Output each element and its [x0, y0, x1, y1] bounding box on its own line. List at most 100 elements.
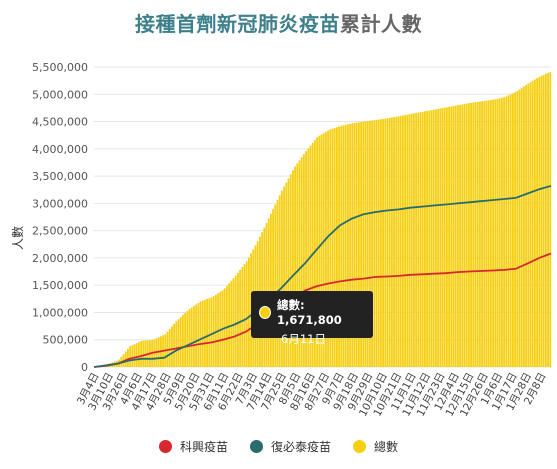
total-bar — [527, 83, 530, 368]
total-bar — [479, 101, 481, 367]
total-bar — [175, 321, 178, 367]
total-bar — [212, 296, 215, 367]
y-tick-label: 1,500,000 — [32, 279, 88, 292]
total-bar — [371, 120, 373, 367]
total-bar — [188, 309, 191, 367]
total-bar — [272, 209, 274, 367]
legend-item-biontech[interactable]: 復必泰疫苗 — [249, 438, 331, 455]
total-bar — [509, 94, 512, 367]
y-tick-label: 5,000,000 — [32, 88, 88, 101]
total-bar — [450, 106, 453, 368]
total-bar — [358, 122, 360, 367]
total-bar — [523, 86, 525, 368]
legend-item-sinovac[interactable]: 科興疫苗 — [158, 438, 228, 455]
biontech-line — [93, 185, 552, 368]
total-bar — [230, 280, 233, 367]
total-bar — [483, 100, 486, 367]
y-tick-label: 2,000,000 — [32, 252, 88, 265]
total-bar — [131, 345, 134, 367]
total-bar — [274, 204, 277, 367]
total-bar — [424, 111, 426, 367]
sinovac-line — [93, 252, 552, 368]
total-bar — [468, 103, 470, 367]
y-tick-label: 2,500,000 — [32, 225, 88, 238]
total-bar — [402, 115, 404, 367]
y-tick-label: 1,000,000 — [32, 306, 88, 319]
total-bar — [393, 117, 395, 368]
total-bar — [545, 73, 547, 368]
total-bar — [421, 111, 424, 368]
total-bar — [406, 114, 409, 367]
total-bar — [454, 105, 457, 367]
total-bar — [127, 348, 129, 367]
total-bar — [476, 101, 479, 368]
total-bar — [485, 100, 488, 368]
total-bar — [349, 123, 351, 367]
total-bar — [474, 102, 477, 367]
total-bar — [336, 127, 338, 367]
total-bar — [248, 257, 250, 367]
total-bar — [344, 124, 347, 367]
total-bar — [366, 121, 369, 367]
total-bar — [384, 118, 387, 367]
total-bar — [327, 130, 329, 367]
total-bar — [298, 160, 301, 367]
total-bar — [525, 85, 527, 368]
total-bar — [338, 126, 340, 368]
total-bar — [487, 100, 490, 367]
total-bar — [443, 107, 446, 368]
total-bar — [415, 113, 417, 368]
total-bar — [232, 278, 235, 367]
total-bar — [140, 341, 142, 367]
total-bar — [177, 319, 180, 367]
total-bar — [514, 92, 516, 368]
total-bar — [289, 174, 292, 367]
total-bar — [549, 72, 552, 367]
total-bar — [129, 346, 131, 367]
total-bar — [353, 122, 356, 367]
total-bar — [391, 117, 393, 367]
total-bar — [540, 75, 543, 368]
total-bar — [342, 125, 345, 367]
chart-tooltip: 總數: 1,671,800 6月11日 — [251, 291, 373, 346]
total-bar — [195, 304, 197, 367]
total-bar — [507, 95, 510, 368]
total-bar — [305, 151, 307, 367]
total-bar — [307, 148, 310, 367]
total-bar — [193, 306, 195, 367]
total-bar — [538, 76, 541, 367]
legend-dot-icon — [158, 440, 172, 453]
total-bar — [430, 110, 433, 368]
total-bar — [380, 119, 382, 367]
total-bar — [276, 199, 279, 367]
total-bar — [186, 310, 189, 367]
total-bar — [138, 342, 140, 367]
y-tick-label: 4,000,000 — [32, 143, 88, 156]
total-bar — [413, 113, 415, 367]
legend-dot-icon — [353, 440, 366, 453]
tooltip-label: 總數: 1,671,800 — [277, 298, 342, 327]
total-bar — [270, 213, 272, 367]
total-bar — [386, 118, 389, 367]
total-bar — [318, 135, 321, 367]
total-bar — [243, 264, 246, 367]
total-bar — [435, 109, 437, 368]
total-bar — [190, 307, 193, 367]
total-bar — [204, 299, 206, 367]
total-bar — [182, 315, 184, 367]
legend-dot-icon — [249, 440, 263, 453]
total-bar — [331, 128, 334, 367]
total-bar — [520, 88, 523, 367]
y-tick-label: 500,000 — [43, 334, 89, 347]
total-bar — [408, 114, 411, 367]
total-bar — [375, 119, 378, 367]
total-bar — [133, 344, 136, 367]
total-bar — [465, 103, 468, 367]
total-bar — [135, 343, 138, 367]
chart-title-highlight: 接種首劑新冠肺炎疫苗 — [135, 12, 340, 36]
total-bar — [448, 106, 450, 367]
y-tick-label: 3,500,000 — [32, 170, 88, 183]
total-bar — [333, 127, 336, 367]
legend-item-total[interactable]: 總數 — [353, 438, 398, 455]
